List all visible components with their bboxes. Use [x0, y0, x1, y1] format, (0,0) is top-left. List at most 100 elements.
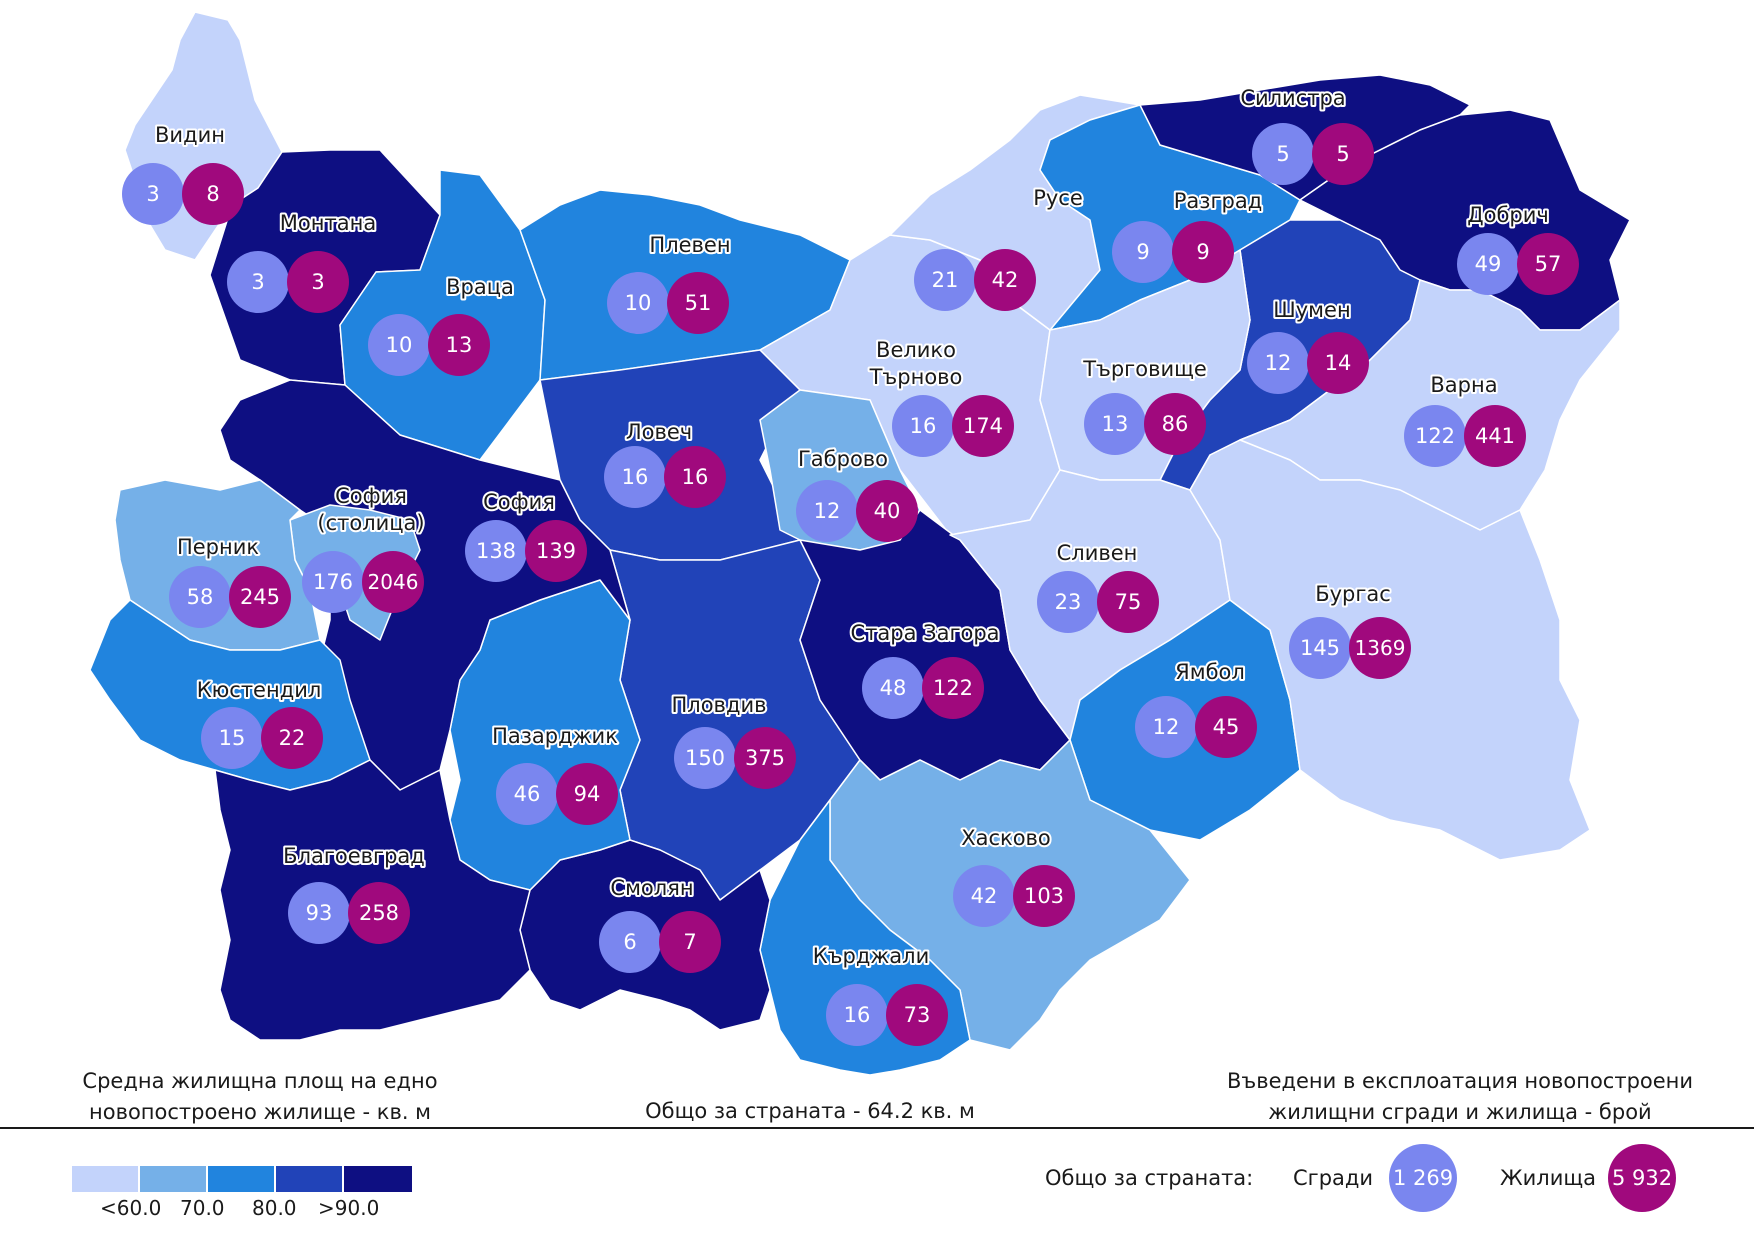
dwellings-value: 73 [904, 1003, 931, 1027]
buildings-bubble [227, 251, 289, 313]
dwellings-label: Жилища [1500, 1166, 1596, 1190]
buildings-bubble [862, 657, 924, 719]
right-title-line2: жилищни сгради и жилища - брой [1268, 1100, 1652, 1124]
buildings-bubble [1289, 617, 1351, 679]
dwellings-bubble [556, 763, 618, 825]
region-26: Благоевград 93 258 [281, 842, 427, 944]
dwellings-bubble [734, 727, 796, 789]
region-16: София (столица) 176 2046 [302, 482, 427, 613]
dwellings-value: 9 [1196, 240, 1209, 264]
dwellings-value: 1369 [1355, 636, 1406, 660]
region-2: Монтана 3 3 [227, 209, 378, 313]
dwellings-bubble [1195, 696, 1257, 758]
region-name: Пазарджик [492, 724, 618, 748]
region-3: Враца 10 13 [368, 273, 516, 376]
dwellings-value: 258 [359, 901, 399, 925]
region-name: Търговище [1082, 357, 1207, 381]
buildings-bubble [1247, 332, 1309, 394]
legend-tick-3: 80.0 [252, 1196, 297, 1220]
buildings-bubble [914, 249, 976, 311]
region-21: Стара Загора 48 122 [848, 619, 1002, 719]
buildings-bubble [302, 551, 364, 613]
region-11: Велико Търново 16 174 [867, 336, 1014, 457]
dwellings-bubble [1464, 405, 1526, 467]
dwellings-value: 2046 [368, 570, 419, 594]
dwellings-value: 42 [992, 268, 1019, 292]
buildings-value: 150 [685, 746, 725, 770]
dwellings-value: 441 [1475, 424, 1515, 448]
legend-swatch-1 [72, 1166, 138, 1192]
buildings-bubble [1252, 123, 1314, 185]
dwellings-bubble [1144, 393, 1206, 455]
dwellings-value: 122 [933, 676, 973, 700]
buildings-value: 58 [187, 585, 214, 609]
region-19: Пазарджик 46 94 [490, 722, 620, 825]
region-name: Сливен [1057, 541, 1138, 565]
region-name: Смолян [610, 876, 693, 900]
buildings-bubble [288, 882, 350, 944]
buildings-bubble [368, 314, 430, 376]
dwellings-value: 40 [874, 499, 901, 523]
buildings-bubble [1112, 221, 1174, 283]
region-name-line2: (столица) [317, 511, 424, 535]
dwellings-value: 245 [240, 585, 280, 609]
region-name-line1: София [335, 484, 407, 508]
legend-swatch-4 [276, 1166, 342, 1192]
buildings-bubble [604, 446, 666, 508]
region-14: Габрово 12 40 [796, 445, 918, 542]
region-12: Търговище 13 86 [1080, 355, 1209, 455]
dwellings-value: 8 [206, 182, 219, 206]
buildings-value: 176 [313, 570, 353, 594]
buildings-value: 16 [910, 414, 937, 438]
region-13: Ловеч 16 16 [604, 418, 726, 508]
region-name: Русе [1033, 186, 1083, 210]
region-name-line1: Велико [876, 338, 956, 362]
buildings-value: 145 [1300, 636, 1340, 660]
region-4: Плевен 10 51 [607, 231, 733, 334]
legend-swatch-2 [140, 1166, 206, 1192]
dwellings-value: 57 [1535, 252, 1562, 276]
dwellings-bubble [1013, 865, 1075, 927]
buildings-value: 93 [306, 901, 333, 925]
buildings-bubble [826, 984, 888, 1046]
dwellings-value: 45 [1213, 715, 1240, 739]
dwellings-bubble [952, 395, 1014, 457]
dwellings-bubble [1312, 123, 1374, 185]
region-24: Ямбол 12 45 [1135, 658, 1257, 758]
region-25: Хасково 42 103 [953, 824, 1075, 927]
dwellings-bubble [1307, 332, 1369, 394]
region-7: Силистра 5 5 [1238, 84, 1374, 185]
buildings-value: 12 [1265, 351, 1292, 375]
dwellings-total-value: 5 932 [1611, 1166, 1673, 1190]
region-name: Хасково [961, 826, 1051, 850]
dwellings-value: 7 [683, 930, 696, 954]
buildings-bubble [1135, 696, 1197, 758]
right-title-line1: Въведени в експлоатация новопостроени [1226, 1069, 1694, 1093]
buildings-bubble [496, 763, 558, 825]
region-22: Сливен 23 75 [1037, 539, 1159, 633]
region-name-line2: Търново [869, 365, 963, 389]
buildings-value: 46 [514, 782, 541, 806]
buildings-value: 13 [1102, 412, 1129, 436]
region-name: Перник [177, 535, 259, 559]
legend-swatch-3 [208, 1166, 274, 1192]
buildings-value: 5 [1276, 142, 1289, 166]
region-name: Силистра [1240, 86, 1345, 110]
region-6: Разград 9 9 [1112, 187, 1264, 283]
buildings-bubble [892, 395, 954, 457]
buildings-label: Сгради [1293, 1166, 1374, 1190]
dwellings-bubble [287, 251, 349, 313]
region-name: Шумен [1273, 298, 1350, 322]
region-name: Велико Търново [869, 338, 963, 389]
buildings-bubble [465, 520, 527, 582]
buildings-value: 10 [386, 333, 413, 357]
dwellings-bubble [428, 314, 490, 376]
dwellings-total-bubble: 5 932 [1608, 1144, 1676, 1212]
dwellings-bubble [1517, 233, 1579, 295]
region-name: Ловеч [626, 420, 692, 444]
buildings-value: 16 [622, 465, 649, 489]
dwellings-bubble [1349, 617, 1411, 679]
dwellings-bubble [664, 446, 726, 508]
